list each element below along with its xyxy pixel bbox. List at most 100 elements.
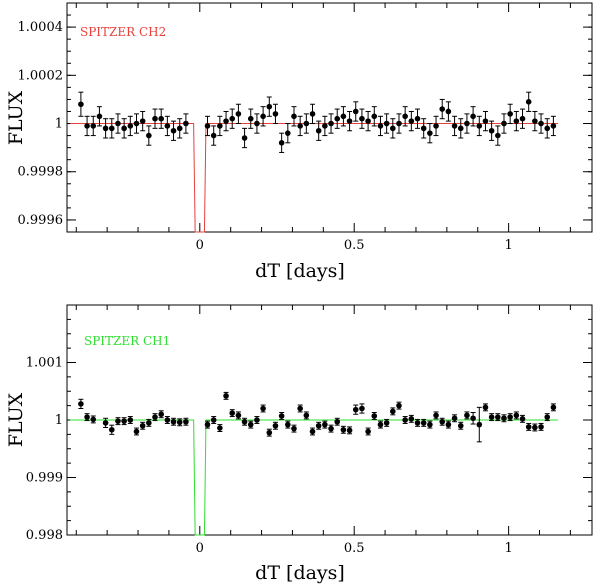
data-point (383, 420, 390, 426)
data-point (532, 424, 538, 431)
data-point (229, 115, 236, 122)
y-tick-label: 0.9996 (18, 213, 64, 228)
data-point (272, 422, 279, 429)
data-point (550, 123, 557, 129)
data-point (550, 404, 557, 411)
data-point (121, 125, 127, 132)
data-point (420, 420, 427, 426)
data-point (260, 113, 266, 120)
data-point (340, 113, 347, 120)
data-point (285, 130, 291, 136)
y-tick-label: 1 (55, 117, 63, 132)
data-point (544, 414, 551, 420)
data-point (90, 123, 97, 129)
data-point (183, 120, 189, 127)
data-point (108, 426, 115, 433)
y-tick-label: 1 (55, 413, 63, 428)
data-point (390, 408, 396, 415)
data-point (519, 416, 526, 422)
data-point (390, 125, 396, 132)
data-point (164, 417, 171, 423)
data-point (217, 425, 223, 431)
data-point (146, 132, 152, 139)
data-point (322, 123, 328, 129)
data-point (96, 113, 103, 120)
y-tick-label: 1.0002 (18, 68, 64, 83)
data-point (254, 120, 260, 127)
data-point (204, 123, 211, 129)
data-point (470, 113, 476, 120)
data-point (488, 127, 495, 134)
data-point (377, 123, 384, 129)
data-point (266, 429, 273, 436)
data-point (433, 123, 439, 129)
panel-ch2: SPITZER CH2 dT [days] FLUX 0 0.5 1 0.9996 0.… (5, 2, 593, 282)
data-point (254, 417, 260, 423)
transit-model-line (70, 123, 559, 233)
data-point (365, 428, 371, 435)
data-point (266, 103, 273, 110)
data-point (427, 130, 433, 136)
data-point (396, 402, 402, 409)
data-point (346, 118, 353, 124)
data-point (176, 419, 183, 426)
data-point (445, 108, 452, 115)
data-point (102, 125, 109, 132)
data-point (247, 421, 254, 428)
data-point (90, 416, 97, 423)
data-point (328, 120, 334, 127)
data-point (544, 125, 551, 132)
data-point (532, 118, 538, 124)
y-axis-label-ch1: FLUX (5, 392, 27, 447)
data-point (513, 412, 520, 419)
x-axis-label-ch2: dT [days] (255, 260, 345, 282)
data-point (507, 414, 513, 420)
data-points-ch1 (70, 391, 559, 536)
x-tick-label: 0 (196, 541, 204, 556)
data-point (102, 420, 109, 426)
data-point (334, 418, 341, 425)
y-tick-label: 0.9998 (18, 165, 64, 180)
data-point (396, 120, 402, 127)
data-point (78, 401, 84, 407)
data-point (359, 115, 365, 122)
data-point (127, 417, 134, 423)
data-point (285, 421, 291, 428)
data-point (482, 404, 489, 411)
data-point (278, 140, 285, 146)
data-point (164, 123, 171, 129)
data-point (501, 120, 507, 127)
data-point (241, 135, 248, 141)
data-point (278, 413, 285, 419)
data-point (433, 412, 439, 419)
y-tick-label: 1.001 (26, 356, 63, 371)
data-point (420, 125, 427, 132)
data-point (146, 420, 152, 426)
data-point (158, 411, 164, 418)
data-point (223, 118, 229, 124)
data-point (291, 113, 297, 120)
data-point (78, 101, 84, 108)
data-point (464, 120, 470, 127)
data-point (365, 118, 371, 124)
x-tick-label: 0.5 (344, 541, 365, 556)
data-point (139, 118, 146, 124)
data-point (457, 422, 464, 429)
y-tick-label: 0.999 (26, 471, 63, 486)
data-point (241, 418, 248, 425)
data-point (445, 421, 452, 428)
data-point (223, 393, 229, 399)
data-point (322, 421, 328, 428)
data-point (297, 405, 303, 412)
data-point (139, 422, 146, 429)
chart-title-ch1: SPITZER CH1 (84, 334, 170, 348)
data-point (152, 414, 158, 420)
data-point (439, 418, 446, 425)
data-point (408, 416, 415, 422)
panel-ch1: SPITZER CH1 dT [days] FLUX 0 0.5 1 0.998 0.9… (5, 304, 593, 584)
data-point (115, 120, 121, 127)
data-point (235, 412, 242, 419)
data-point (476, 123, 483, 129)
data-point (309, 111, 316, 117)
